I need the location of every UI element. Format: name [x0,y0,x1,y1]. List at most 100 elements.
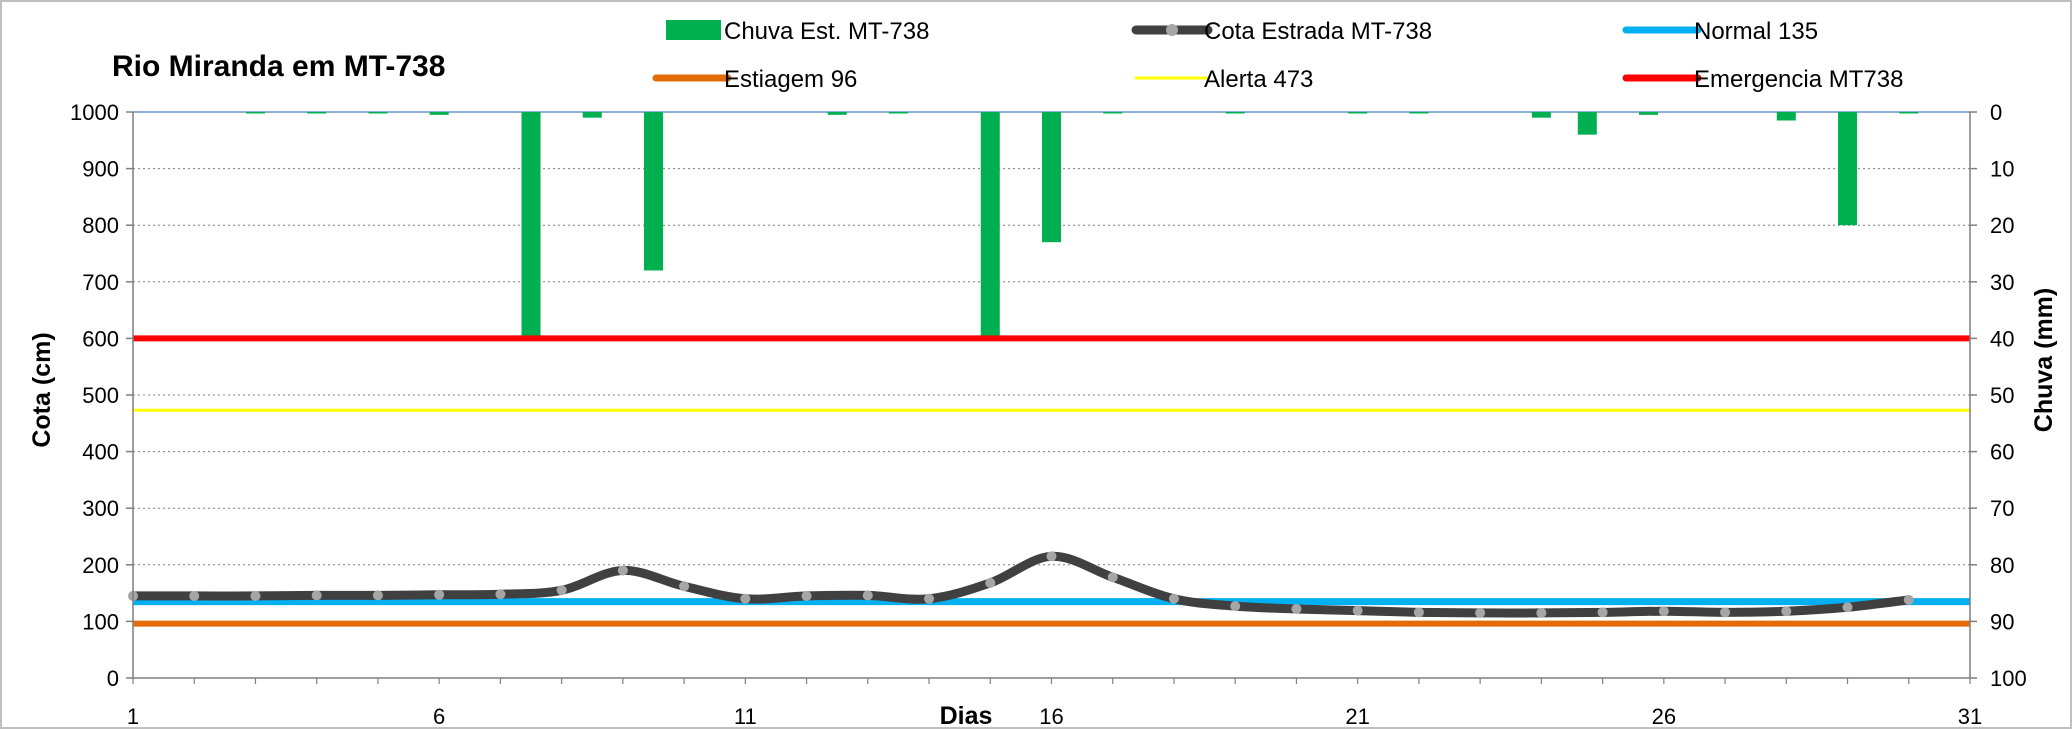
cota-point [1903,594,1914,605]
y-tick-label: 800 [82,213,119,238]
y-tick-label: 0 [107,666,119,691]
cota-point [1168,593,1179,604]
rain-bar [368,112,388,114]
y2-tick-label: 70 [1990,496,2014,521]
rain-bar [1838,112,1858,226]
rain-bar [1225,112,1245,114]
cota-point [801,590,812,601]
cota-point [985,577,996,588]
y2-tick-label: 100 [1990,666,2027,691]
rain-bar [1899,112,1919,114]
x-tick-label: 6 [433,704,445,729]
cota-point [556,585,567,596]
cota-point [924,593,935,604]
rain-bar [1639,112,1659,115]
x-tick-label: 16 [1039,704,1063,729]
cota-point [434,589,445,600]
chart-title: Rio Miranda em MT-738 [112,50,445,83]
cota-point [1352,605,1363,616]
y2-tick-label: 20 [1990,213,2014,238]
cota-point [1107,572,1118,583]
rain-bar [1348,112,1368,114]
legend: Chuva Est. MT-738 Cota Estrada MT-738 Norm… [652,18,1903,93]
rain-bar [429,112,449,115]
rain-bar [1531,112,1551,118]
y-tick-label: 100 [82,609,119,634]
cota-point [1475,607,1486,618]
y-axis-title: Cota (cm) [28,332,56,447]
cota-point [617,565,628,576]
rain-bar [307,112,327,114]
cota-point [311,590,322,601]
y2-tick-label: 30 [1990,270,2014,295]
x-axis-title: Dias [940,702,993,729]
cota-point [189,590,200,601]
y2-tick-label: 80 [1990,553,2014,578]
cota-point [862,590,873,601]
cota-point [1536,607,1547,618]
x-tick-label: 21 [1345,704,1369,729]
cota-point [372,590,383,601]
rain-bar [888,112,908,114]
cota-point [740,593,751,604]
y2-tick-label: 10 [1990,157,2014,182]
rain-bar [1103,112,1123,114]
rain-bar [827,112,847,115]
rain-bar [1409,112,1429,114]
x-tick-label: 11 [734,704,757,729]
y-tick-label: 900 [82,157,119,182]
y-tick-label: 500 [82,383,119,408]
rain-bars [245,112,1919,339]
cota-point [1720,607,1731,618]
x-tick-label: 26 [1652,704,1676,729]
cota-point [1413,607,1424,618]
x-tick-label: 31 [1958,704,1982,729]
legend-label-estiagem: Estiagem 96 [724,66,857,93]
cota-point [1046,551,1057,562]
y2-tick-label: 60 [1990,440,2014,465]
y2-axis-ticks: 0 10 20 30 40 50 60 70 80 90 100 [1970,100,2027,691]
y-tick-label: 600 [82,326,119,351]
rain-bar [582,112,602,118]
y2-tick-label: 0 [1990,100,2002,125]
legend-label-chuva: Chuva Est. MT-738 [724,18,929,45]
cota-point [250,590,261,601]
y2-tick-label: 90 [1990,609,2014,634]
cota-point [1781,606,1792,617]
y-tick-label: 300 [82,496,119,521]
y-tick-label: 400 [82,440,119,465]
rain-bar [245,112,265,114]
y2-axis-title: Chuva (mm) [2030,288,2058,432]
legend-symbol-cota [1131,24,1213,36]
rain-bar [1577,112,1597,135]
y-tick-label: 200 [82,553,119,578]
rain-bar [1776,112,1796,121]
cota-point [495,589,506,600]
reference-lines [133,335,1970,627]
cota-point [1230,601,1241,612]
cota-series [128,551,1914,618]
x-tick-label: 1 [127,704,139,729]
rain-bar [980,112,1000,339]
y2-tick-label: 40 [1990,326,2014,351]
y-axis-ticks: 0 100 200 300 400 500 600 700 800 900 1000 [70,100,133,691]
cota-point [1597,607,1608,618]
legend-label-alerta: Alerta 473 [1204,66,1313,93]
y2-tick-label: 50 [1990,383,2014,408]
rain-bar [1042,112,1061,243]
x-axis-ticks: 1 6 11 16 21 26 31 [127,678,1982,729]
cota-point [679,581,690,592]
rain-bar [643,112,663,271]
rain-bar [521,112,541,339]
cota-point [1842,602,1853,613]
legend-label-emergencia: Emergencia MT738 [1694,66,1903,93]
y-tick-label: 1000 [70,100,119,125]
legend-label-normal: Normal 135 [1694,18,1818,45]
legend-symbol-chuva [666,20,721,40]
cota-point [1291,603,1302,614]
legend-label-cota: Cota Estrada MT-738 [1204,18,1432,45]
cota-point [1658,606,1669,617]
